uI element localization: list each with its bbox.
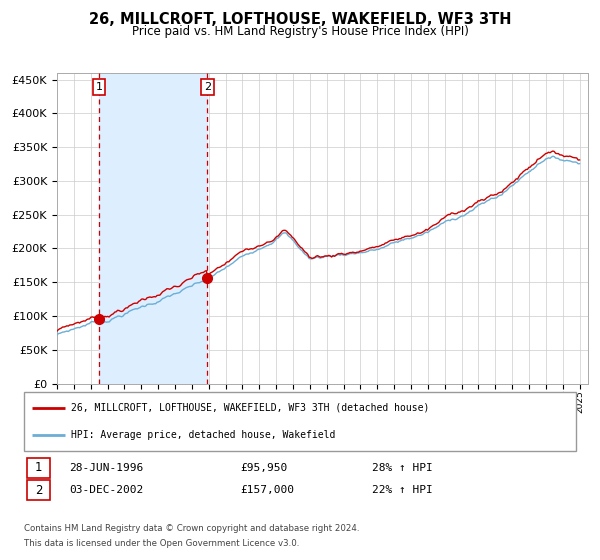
Text: Contains HM Land Registry data © Crown copyright and database right 2024.: Contains HM Land Registry data © Crown c… [24, 524, 359, 533]
Text: HPI: Average price, detached house, Wakefield: HPI: Average price, detached house, Wake… [71, 430, 335, 440]
Text: 28% ↑ HPI: 28% ↑ HPI [372, 463, 433, 473]
Text: This data is licensed under the Open Government Licence v3.0.: This data is licensed under the Open Gov… [24, 539, 299, 548]
Text: £95,950: £95,950 [240, 463, 287, 473]
FancyBboxPatch shape [24, 392, 576, 451]
Text: 26, MILLCROFT, LOFTHOUSE, WAKEFIELD, WF3 3TH: 26, MILLCROFT, LOFTHOUSE, WAKEFIELD, WF3… [89, 12, 511, 27]
Text: 1: 1 [35, 461, 42, 474]
Text: 1: 1 [95, 82, 103, 92]
Bar [57, 73, 58, 384]
Text: £157,000: £157,000 [240, 485, 294, 495]
Text: 26, MILLCROFT, LOFTHOUSE, WAKEFIELD, WF3 3TH (detached house): 26, MILLCROFT, LOFTHOUSE, WAKEFIELD, WF3… [71, 403, 429, 413]
Text: 2: 2 [35, 483, 42, 497]
Text: Price paid vs. HM Land Registry's House Price Index (HPI): Price paid vs. HM Land Registry's House … [131, 25, 469, 38]
Text: 03-DEC-2002: 03-DEC-2002 [69, 485, 143, 495]
Bar [99, 73, 208, 384]
Text: 22% ↑ HPI: 22% ↑ HPI [372, 485, 433, 495]
Text: 2: 2 [204, 82, 211, 92]
Text: 28-JUN-1996: 28-JUN-1996 [69, 463, 143, 473]
